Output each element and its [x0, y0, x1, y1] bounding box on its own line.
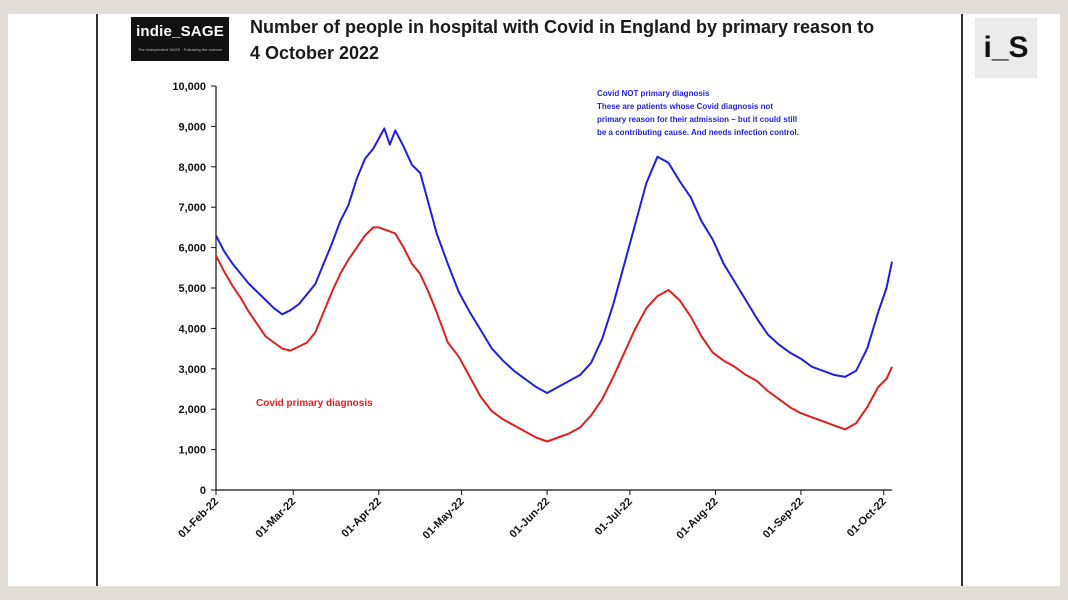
series-lines: [215, 127, 893, 443]
x-tick-label: 01-Sep-22: [761, 496, 806, 541]
x-tick-label: 01-May-22: [421, 496, 467, 542]
y-tick-label: 1,000: [178, 445, 206, 457]
y-tick-label: 4,000: [178, 323, 206, 335]
series-line-primary: [215, 226, 893, 443]
y-tick-label: 7,000: [178, 202, 206, 214]
annotation-blue-line-3: primary reason for their admission – but…: [597, 115, 797, 124]
annotation-blue-line-2: These are patients whose Covid diagnosis…: [597, 102, 773, 111]
y-tick-label: 8,000: [178, 162, 206, 174]
x-tick-labels: 01-Feb-22 01-Mar-22 01-Apr-22 01-May-22 01-J…: [176, 490, 889, 542]
annotation-red-label: Covid primary diagnosis: [256, 398, 373, 409]
y-tick-label: 9,000: [178, 121, 206, 133]
x-tick-label: 01-Feb-22: [176, 496, 221, 541]
logo-subtext: The Independent SAGE · Following the sci…: [137, 47, 223, 52]
chart-title-line-1: Number of people in hospital with Covid …: [250, 17, 875, 37]
chart-title: Number of people in hospital with Covid …: [250, 14, 930, 66]
x-tick-label: 01-Jul-22: [593, 496, 635, 538]
x-tick-label: 01-Apr-22: [340, 496, 384, 540]
x-tick-label: 01-Jun-22: [507, 496, 552, 541]
y-tick-label: 0: [200, 485, 206, 497]
annotation-blue-line-4: be a contributing cause. And needs infec…: [597, 128, 799, 137]
slide-divider-right: [961, 14, 963, 586]
y-axis-ticks: [211, 85, 216, 491]
y-tick-label: 6,000: [178, 243, 206, 255]
indie-sage-logo: indie_SAGE The Independent SAGE · Follow…: [131, 17, 229, 61]
y-tick-label: 10,000: [172, 81, 206, 93]
logo-text: indie_SAGE: [136, 23, 224, 40]
x-tick-label: 01-Oct-22: [845, 496, 889, 540]
y-tick-label: 5,000: [178, 283, 206, 295]
series-line-not-primary: [215, 127, 893, 394]
annotations: Covid NOT primary diagnosis These are pa…: [256, 89, 799, 409]
chart-title-line-2: 4 October 2022: [250, 43, 380, 63]
y-tick-label: 2,000: [178, 404, 206, 416]
slide-background: [8, 14, 1060, 586]
is-badge: i_S: [975, 18, 1037, 78]
slide-divider-left: [96, 14, 98, 586]
y-tick-labels: 0 1,000 2,000 3,000 4,000 5,000 6,000 7,000 8,00…: [172, 81, 206, 497]
x-tick-label: 01-Mar-22: [254, 496, 299, 541]
x-tick-label: 01-Aug-22: [674, 496, 720, 542]
annotation-blue-line-1: Covid NOT primary diagnosis: [597, 89, 710, 98]
y-tick-label: 3,000: [178, 364, 206, 376]
